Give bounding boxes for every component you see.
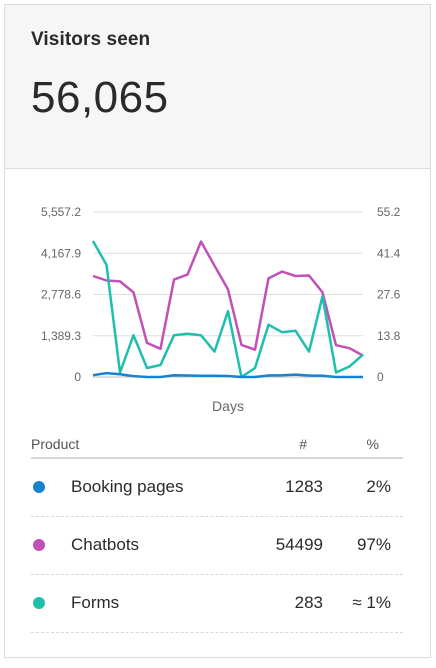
right-tick-label: 55.2 — [377, 205, 401, 219]
series-line — [92, 240, 364, 357]
x-axis-label: Days — [212, 398, 244, 414]
header-pct: % — [366, 436, 379, 452]
product-pct: 97% — [356, 535, 391, 554]
series-color-dot — [33, 597, 45, 609]
series-line — [92, 371, 363, 379]
product-pct: ≈ 1% — [352, 593, 391, 612]
product-name: Forms — [71, 593, 120, 612]
header-product: Product — [31, 436, 80, 452]
left-tick-label: 4,167.9 — [41, 246, 81, 260]
card-header: Visitors seen 56,065 — [5, 5, 430, 169]
visitors-card: Visitors seen 56,065 0 0 1,389.3 13.8 2,778.… — [4, 4, 431, 658]
left-tick-label: 5,557.2 — [41, 205, 81, 219]
header-count: # — [299, 436, 307, 452]
left-tick-label: 2,778.6 — [41, 288, 81, 302]
series-color-dot — [33, 481, 45, 493]
right-tick-label: 41.4 — [377, 246, 401, 260]
table-header: Product # % — [31, 430, 403, 459]
right-tick-label: 27.6 — [377, 288, 401, 302]
visitors-total: 56,065 — [31, 73, 169, 122]
left-tick-label: 1,389.3 — [41, 329, 81, 343]
product-pct: 2% — [366, 477, 391, 496]
series-color-dot — [33, 539, 45, 551]
card-title: Visitors seen — [31, 29, 151, 50]
series-line — [91, 240, 364, 379]
product-name: Booking pages — [71, 477, 184, 496]
right-tick-label: 0 — [377, 370, 384, 384]
visitors-chart: 0 0 1,389.3 13.8 2,778.6 27.6 4,167.9 41.4 5,557… — [5, 169, 432, 419]
table-row[interactable]: Forms 283 ≈ 1% — [31, 575, 403, 633]
line-chart: 0 0 1,389.3 13.8 2,778.6 27.6 4,167.9 41.4 5,557… — [41, 205, 401, 414]
product-table: Product # % Booking pages 1283 2% Chatbo… — [31, 430, 403, 633]
right-tick-label: 13.8 — [377, 329, 401, 343]
left-tick-label: 0 — [74, 370, 81, 384]
table-row[interactable]: Booking pages 1283 2% — [31, 459, 403, 517]
product-count: 54499 — [275, 535, 323, 554]
product-count: 1283 — [285, 477, 323, 496]
product-name: Chatbots — [71, 535, 140, 554]
table-row[interactable]: Chatbots 54499 97% — [31, 517, 403, 575]
product-count: 283 — [294, 593, 323, 612]
